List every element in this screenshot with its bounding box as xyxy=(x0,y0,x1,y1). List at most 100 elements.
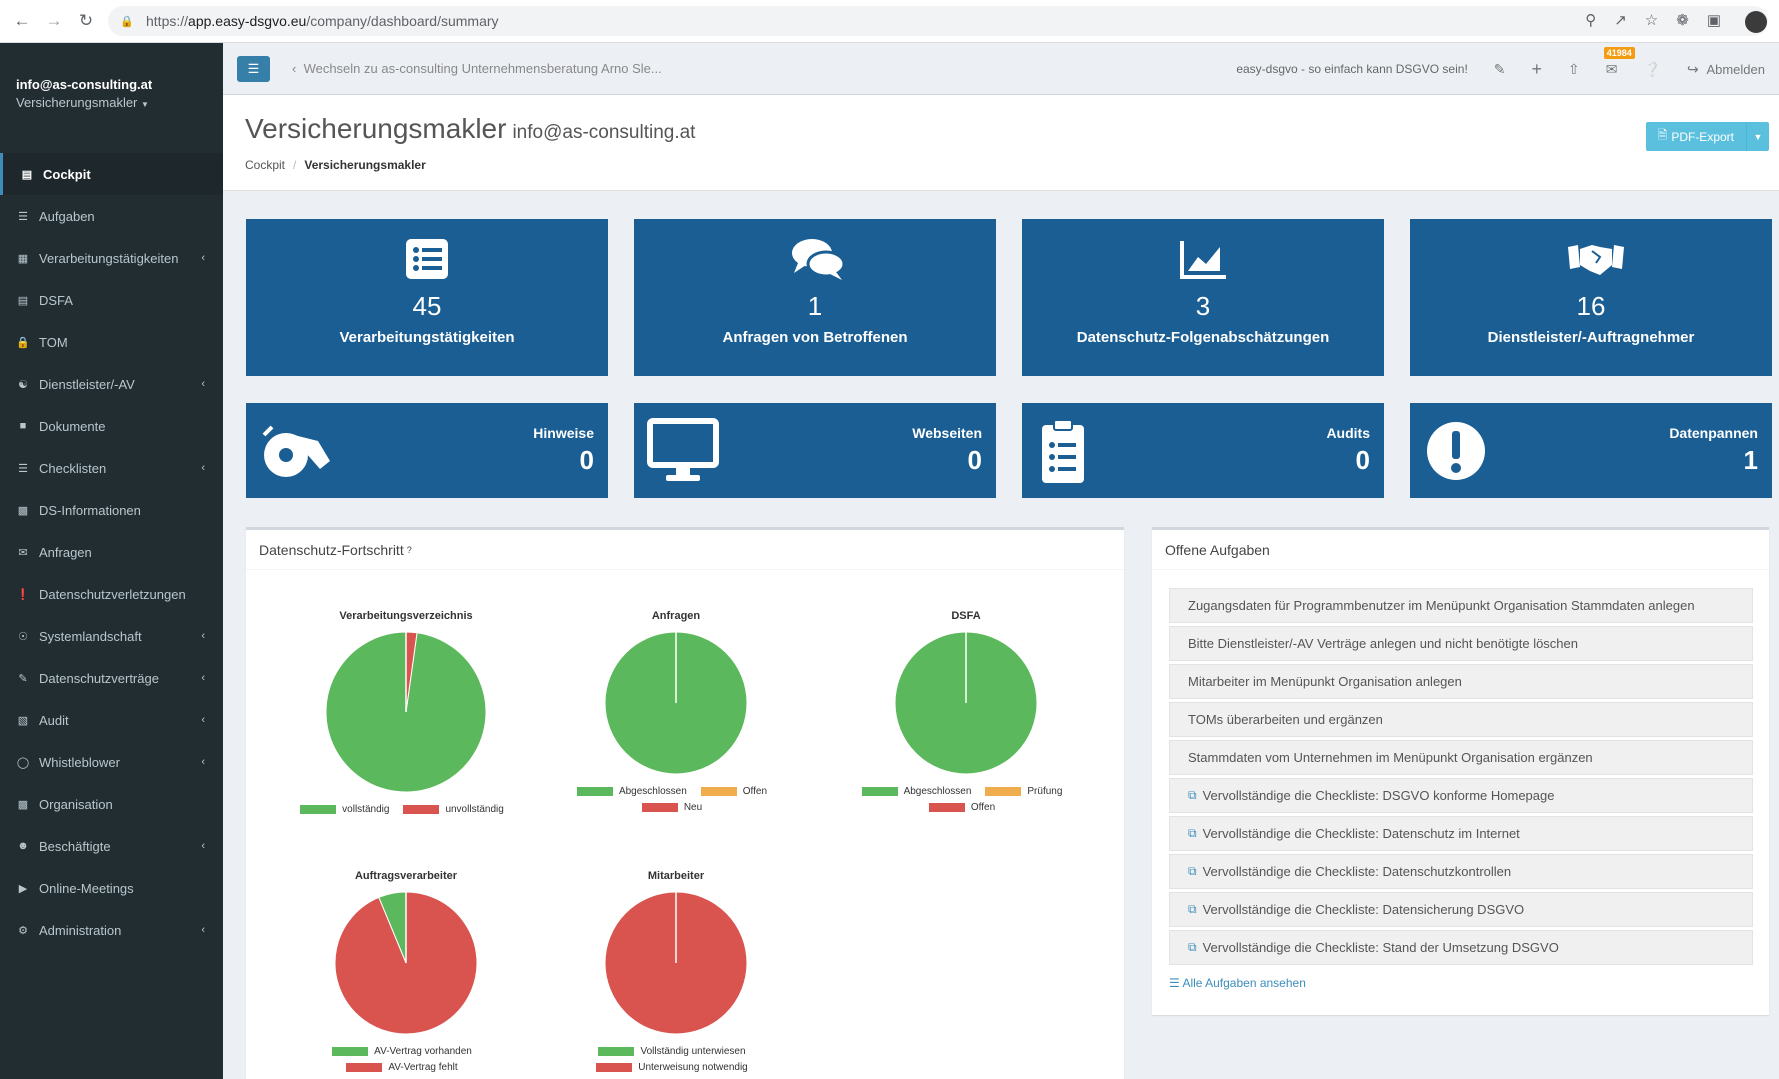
switch-company-link[interactable]: ‹ Wechseln zu as-consulting Unternehmens… xyxy=(292,61,662,76)
profile-avatar[interactable] xyxy=(1745,11,1767,33)
upload-icon[interactable]: ⇧ xyxy=(1568,60,1580,77)
stat-tile-datenschutz-folgenabsch-tzungen[interactable]: 3 Datenschutz-Folgenabschätzungen xyxy=(1022,219,1384,376)
legend-label[interactable]: AV-Vertrag fehlt xyxy=(388,1062,458,1073)
legend-label[interactable]: AV-Vertrag vorhanden xyxy=(374,1046,472,1057)
extensions-icon[interactable]: ❁ xyxy=(1676,12,1689,29)
task-item[interactable]: ⧉ Vervollständige die Checkliste: DSGVO k… xyxy=(1169,778,1753,813)
chart-legend: Abgeschlossen Prüfung Offen xyxy=(856,786,1076,813)
pie-svg xyxy=(894,631,1038,775)
sidepanel-icon[interactable]: ▣ xyxy=(1706,12,1721,29)
legend-swatch xyxy=(346,1063,383,1072)
legend-label[interactable]: Prüfung xyxy=(1027,786,1063,797)
help-icon[interactable]: ? xyxy=(406,544,412,555)
sidebar-item-label: DSFA xyxy=(39,292,73,308)
task-item[interactable]: ⧉ Vervollständige die Checkliste: Datensi… xyxy=(1169,892,1753,927)
legend-swatch xyxy=(861,787,898,796)
task-item[interactable]: ⧉ Vervollständige die Checkliste: Datensc… xyxy=(1169,854,1753,889)
pie-chart-mitarbeiter: Mitarbeiter Vollständig unterwiesen Unterw… xyxy=(576,870,776,1073)
sidebar-item-ds-informationen[interactable]: ▩ DS-Informationen xyxy=(0,489,223,531)
chart-legend: Vollständig unterwiesen Unterweisung notw… xyxy=(576,1046,776,1073)
sidebar-item-dsfa[interactable]: ▤ DSFA xyxy=(0,279,223,321)
address-bar[interactable]: 🔒 https://app.easy-dsgvo.eu/company/dash… xyxy=(108,6,1768,36)
sidebar-item-anfragen[interactable]: ✉ Anfragen xyxy=(0,531,223,573)
forward-arrow-icon[interactable]: → xyxy=(45,11,63,30)
user-panel: info@as-consulting.at Versicherungsmakle… xyxy=(0,43,223,153)
sidebar-item-organisation[interactable]: ▩ Organisation xyxy=(0,783,223,825)
task-item[interactable]: ⧉ Vervollständige die Checkliste: Datensc… xyxy=(1169,816,1753,851)
stat-tile-anfragen-von-betroffenen[interactable]: 1 Anfragen von Betroffenen xyxy=(634,219,996,376)
sidebar-item-label: Anfragen xyxy=(39,544,92,560)
pdf-export-button[interactable]: 🗎 PDF-Export ▼ xyxy=(1645,122,1769,151)
info-tile-datenpannen[interactable]: Datenpannen 1 xyxy=(1410,403,1772,498)
task-item[interactable]: TOMs überarbeiten und ergänzen xyxy=(1169,702,1753,737)
menu-toggle-button[interactable]: ☰ xyxy=(237,55,270,82)
legend-swatch xyxy=(985,787,1022,796)
sidebar-item-cockpit[interactable]: ▤ Cockpit xyxy=(0,153,223,195)
chart-legend: vollständig unvollständig xyxy=(286,804,526,815)
pie-chart-dsfa: DSFA Abgeschlossen Prüfung Offen xyxy=(856,610,1076,813)
sidebar-item-beschäftigte[interactable]: ☻ Beschäftigte ‹ xyxy=(0,825,223,867)
user-role-dropdown[interactable]: Versicherungsmakler ▼ xyxy=(16,95,149,110)
legend-label[interactable]: unvollständig xyxy=(445,804,504,815)
task-item[interactable]: Zugangsdaten für Programmbenutzer im Men… xyxy=(1169,588,1753,623)
sidebar-item-administration[interactable]: ⚙ Administration ‹ xyxy=(0,909,223,951)
sidebar-item-dokumente[interactable]: ■ Dokumente xyxy=(0,405,223,447)
legend-label[interactable]: Vollständig unterwiesen xyxy=(640,1046,746,1057)
sidebar-item-label: Datenschutzverträge xyxy=(39,670,159,686)
chart-legend: AV-Vertrag vorhanden AV-Vertrag fehlt xyxy=(306,1046,506,1073)
task-item[interactable]: Bitte Dienstleister/-AV Verträge anlegen… xyxy=(1169,626,1753,661)
mail-icon[interactable]: ✉ 41984 xyxy=(1603,46,1635,78)
sidebar-item-datenschutzverletzungen[interactable]: ❗ Datenschutzverletzungen xyxy=(0,573,223,615)
star-icon[interactable]: ☆ xyxy=(1644,12,1659,29)
breadcrumb-home[interactable]: Cockpit xyxy=(245,158,286,172)
task-item[interactable]: Stammdaten vom Unternehmen im Menüpunkt … xyxy=(1169,740,1753,775)
legend-label[interactable]: vollständig xyxy=(342,804,390,815)
logout-link[interactable]: ↪ Abmelden xyxy=(1686,60,1765,77)
info-tile-webseiten[interactable]: Webseiten 0 xyxy=(634,403,996,498)
legend-label[interactable]: Neu xyxy=(683,802,703,813)
comments-icon xyxy=(790,237,846,281)
legend-label[interactable]: Unterweisung notwendig xyxy=(638,1062,748,1073)
clipboard-icon: ▧ xyxy=(17,714,29,727)
task-item[interactable]: Mitarbeiter im Menüpunkt Organisation an… xyxy=(1169,664,1753,699)
zoom-icon[interactable]: ⚲ xyxy=(1585,12,1597,29)
sidebar-item-tom[interactable]: 🔒 TOM xyxy=(0,321,223,363)
plus-icon[interactable]: + xyxy=(1531,58,1543,79)
stat-tile-dienstleister-auftragnehmer[interactable]: 16 Dienstleister/-Auftragnehmer xyxy=(1410,219,1772,376)
legend-label[interactable]: Abgeschlossen xyxy=(903,786,972,797)
info-tile-audits[interactable]: Audits 0 xyxy=(1022,403,1384,498)
sidebar-item-datenschutzverträge[interactable]: ✎ Datenschutzverträge ‹ xyxy=(0,657,223,699)
task-item[interactable]: ⧉ Vervollständige die Checkliste: Stand d… xyxy=(1169,930,1753,965)
legend-swatch xyxy=(403,805,440,814)
sidebar-item-dienstleister-av[interactable]: ☯ Dienstleister/-AV ‹ xyxy=(0,363,223,405)
sidebar-item-aufgaben[interactable]: ☰ Aufgaben xyxy=(0,195,223,237)
sidebar-item-audit[interactable]: ▧ Audit ‹ xyxy=(0,699,223,741)
reload-icon[interactable]: ↻ xyxy=(78,11,94,30)
sidebar-item-online-meetings[interactable]: ▶ Online-Meetings xyxy=(0,867,223,909)
legend-label[interactable]: Offen xyxy=(970,802,996,813)
edit-icon[interactable]: ✎ xyxy=(1493,60,1506,77)
sidebar-item-checklisten[interactable]: ☰ Checklisten ‹ xyxy=(0,447,223,489)
tile-count: 0 xyxy=(579,445,594,475)
sidebar-item-whistleblower[interactable]: ◯ Whistleblower ‹ xyxy=(0,741,223,783)
file-pdf-icon: 🗎 xyxy=(1657,128,1668,142)
tile-label: Webseiten xyxy=(912,425,982,441)
chart-title: Anfragen xyxy=(651,610,701,622)
whistle-icon xyxy=(258,417,334,485)
legend-label[interactable]: Offen xyxy=(742,786,768,797)
all-tasks-link[interactable]: ☰ Alle Aufgaben ansehen xyxy=(1169,976,1306,990)
share-icon[interactable]: ↗ xyxy=(1614,12,1627,29)
help-icon[interactable]: ❔ xyxy=(1643,60,1661,77)
sidebar-item-systemlandschaft[interactable]: ☉ Systemlandschaft ‹ xyxy=(0,615,223,657)
external-link-icon: ⧉ xyxy=(1188,826,1197,840)
info-tile-hinweise[interactable]: Hinweise 0 xyxy=(246,403,608,498)
sidebar-item-verarbeitungstätigkeiten[interactable]: ▦ Verarbeitungstätigkeiten ‹ xyxy=(0,237,223,279)
back-arrow-icon[interactable]: ← xyxy=(13,11,31,30)
stat-tile-verarbeitungst-tigkeiten[interactable]: 45 Verarbeitungstätigkeiten xyxy=(246,219,608,376)
external-link-icon: ⧉ xyxy=(1188,864,1197,878)
pdf-export-dropdown-toggle[interactable]: ▼ xyxy=(1753,131,1763,142)
tile-count: 0 xyxy=(1355,445,1370,475)
legend-label[interactable]: Abgeschlossen xyxy=(618,786,687,797)
sidebar-item-label: Verarbeitungstätigkeiten xyxy=(39,250,179,266)
exclamation-icon: ❗ xyxy=(16,588,30,601)
